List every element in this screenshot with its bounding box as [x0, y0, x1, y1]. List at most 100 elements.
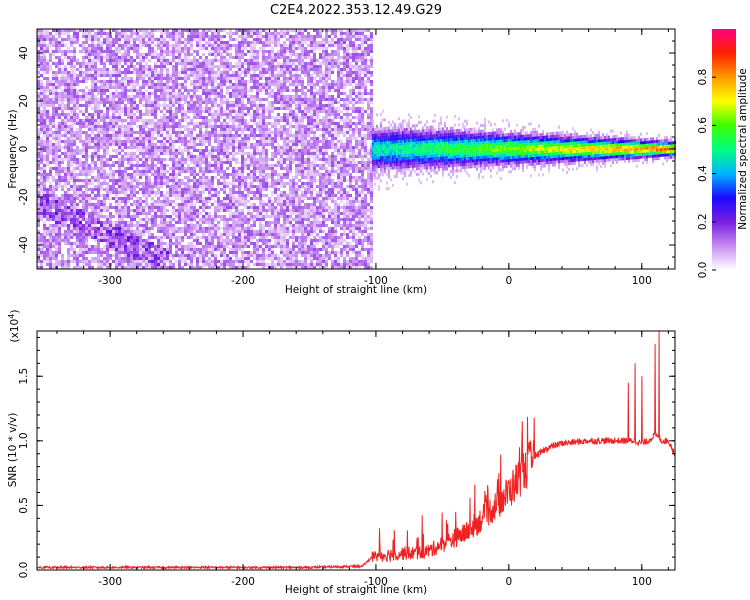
- spectrogram-cell: [262, 188, 265, 191]
- spectrogram-cell: [187, 143, 190, 146]
- spectrogram-cell: [241, 161, 244, 164]
- spectrogram-cell: [190, 161, 193, 164]
- spectrogram-cell: [64, 131, 67, 134]
- spectrogram-cell: [130, 56, 133, 59]
- spectrogram-cell: [112, 41, 115, 44]
- spectrogram-cell: [61, 83, 64, 86]
- spectrogram-cell: [205, 83, 208, 86]
- spectrogram-cell: [100, 188, 103, 191]
- spectrogram-cell: [58, 248, 61, 251]
- spectrogram-cell: [163, 74, 166, 77]
- spectrogram-cell: [70, 95, 73, 98]
- spectrogram-cell: [166, 257, 169, 260]
- spectrogram-cell: [232, 92, 235, 95]
- spectrogram-cell: [127, 185, 130, 188]
- spectrogram-cell: [175, 71, 178, 74]
- spectrogram-cell: [121, 221, 124, 224]
- spectrogram-cell: [76, 68, 79, 71]
- spectrogram-cell: [205, 203, 208, 206]
- spectrogram-cell: [43, 62, 46, 65]
- spectrogram-cell: [181, 68, 184, 71]
- spectrogram-cell: [139, 29, 142, 32]
- spectrogram-cell: [130, 119, 133, 122]
- spectrogram-cell: [181, 230, 184, 233]
- spectrogram-cell: [94, 203, 97, 206]
- spectrogram-cell: [220, 254, 223, 257]
- spectrogram-cell: [52, 122, 55, 125]
- spectrogram-cell: [124, 77, 127, 80]
- spectrogram-cell: [193, 116, 196, 119]
- spectrogram-cell: [247, 239, 250, 242]
- spectrogram-cell: [217, 158, 220, 161]
- spectrogram-cell: [199, 248, 202, 251]
- spectrogram-cell: [91, 197, 94, 200]
- spectrogram-cell: [115, 131, 118, 134]
- spectrogram-cell: [118, 182, 121, 185]
- spectrogram-cell: [175, 95, 178, 98]
- spectrogram-cell: [250, 233, 253, 236]
- spectrogram-cell: [157, 107, 160, 110]
- spectrogram-cell: [160, 140, 163, 143]
- spectrogram-cell: [199, 101, 202, 104]
- spectrogram-cell: [235, 260, 238, 263]
- spectrogram-cell: [181, 221, 184, 224]
- spectrogram-cell: [115, 71, 118, 74]
- spectrogram-cell: [61, 89, 64, 92]
- spectrogram-cell: [37, 56, 40, 59]
- spectrogram-cell: [61, 185, 64, 188]
- spectrogram-cell: [223, 137, 226, 140]
- spectrogram-cell: [265, 56, 268, 59]
- spectrogram-cell: [169, 116, 172, 119]
- spectrogram-cell: [40, 191, 43, 194]
- spectrogram-cell: [184, 62, 187, 65]
- spectrogram-cell: [202, 191, 205, 194]
- spectrogram-cell: [49, 206, 52, 209]
- spectrogram-cell: [214, 56, 217, 59]
- spectrogram-cell: [196, 86, 199, 89]
- spectrogram-cell: [82, 149, 85, 152]
- spectrogram-cell: [85, 224, 88, 227]
- spectrogram-cell: [253, 167, 256, 170]
- spectrogram-cell: [157, 215, 160, 218]
- spectrogram-cell: [181, 59, 184, 62]
- spectrogram-cell: [43, 230, 46, 233]
- spectrogram-cell: [37, 65, 40, 68]
- spectrogram-cell: [130, 140, 133, 143]
- spectrogram-cell: [202, 92, 205, 95]
- spectrogram-cell: [187, 203, 190, 206]
- spectrogram-cell: [58, 59, 61, 62]
- spectrogram-cell: [250, 35, 253, 38]
- spectrogram-cell: [70, 188, 73, 191]
- spectrogram-cell: [247, 233, 250, 236]
- spectrogram-cell: [121, 110, 124, 113]
- spectrogram-cell: [121, 224, 124, 227]
- spectrogram-cell: [52, 188, 55, 191]
- spectrogram-cell: [205, 71, 208, 74]
- spectrogram-cell: [229, 212, 232, 215]
- spectrogram-cell: [208, 68, 211, 71]
- spectrogram-cell: [55, 215, 58, 218]
- spectrogram-cell: [175, 35, 178, 38]
- spectrogram-cell: [124, 266, 127, 269]
- spectrogram-cell: [184, 98, 187, 101]
- spectrogram-cell: [79, 89, 82, 92]
- spectrogram-cell: [169, 215, 172, 218]
- spectrogram-cell: [97, 53, 100, 56]
- spectrogram-cell: [88, 74, 91, 77]
- spectrogram-cell: [121, 32, 124, 35]
- spectrogram-cell: [166, 209, 169, 212]
- spectrogram-cell: [130, 218, 133, 221]
- spectrogram-cell: [178, 110, 181, 113]
- spectrogram-cell: [79, 74, 82, 77]
- spectrogram-cell: [85, 206, 88, 209]
- spectrogram-cell: [73, 53, 76, 56]
- spectrogram-cell: [166, 182, 169, 185]
- spectrogram-cell: [217, 140, 220, 143]
- spectrogram-cell: [136, 53, 139, 56]
- spectrogram-cell: [256, 179, 259, 182]
- spectrogram-cell: [163, 137, 166, 140]
- spectrogram-cell: [103, 92, 106, 95]
- spectrogram-cell: [226, 41, 229, 44]
- spectrogram-cell: [49, 122, 52, 125]
- spectrogram-cell: [124, 104, 127, 107]
